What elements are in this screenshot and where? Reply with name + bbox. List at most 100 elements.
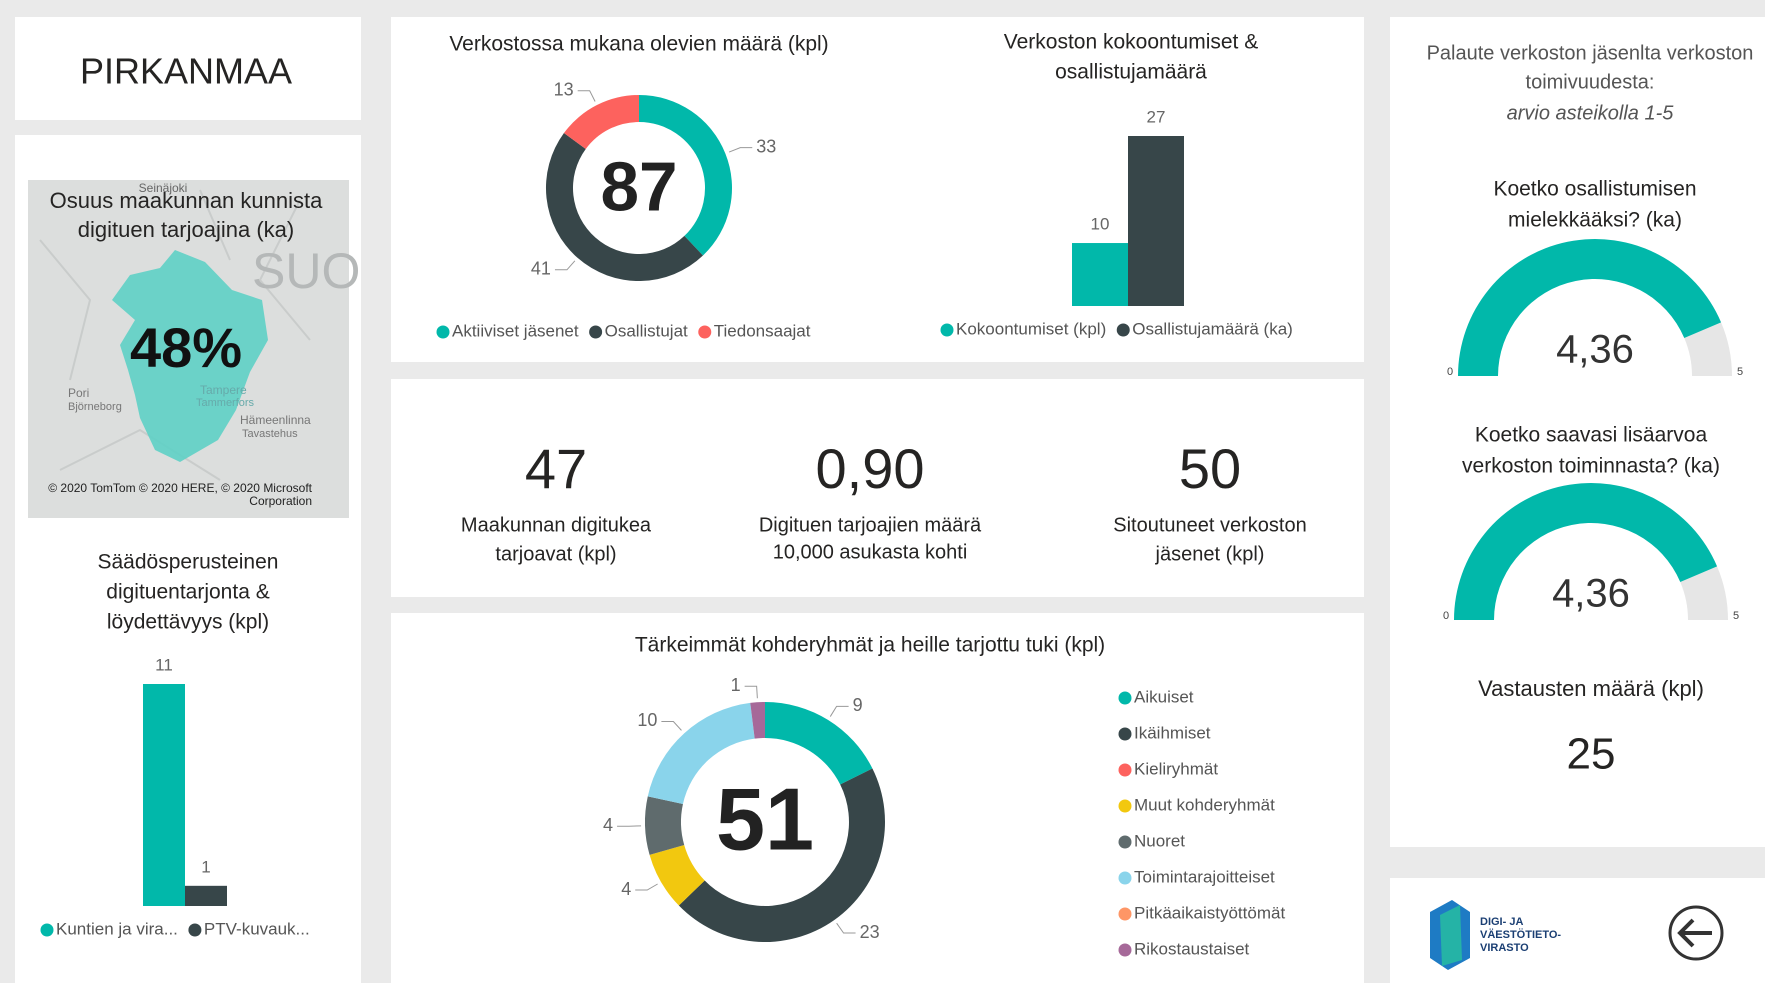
legend-label: Muut kohderyhmät <box>1134 795 1275 814</box>
chart-title: Koetko saavasi lisäarvoa <box>1475 424 1708 447</box>
data-label: 41 <box>531 259 551 279</box>
logo-text: VIRASTO <box>1480 942 1529 954</box>
legend-marker <box>1119 872 1132 885</box>
dashboard: PIRKANMAA Seinäjoki SUO Pori Björneborg … <box>0 0 1765 983</box>
bar <box>1128 136 1184 306</box>
kpi-value: 50 <box>1179 437 1241 500</box>
legend-marker <box>1117 324 1130 337</box>
legend-label: Kokoontumiset (kpl) <box>956 319 1106 338</box>
legend-marker <box>941 324 954 337</box>
legend-label: Ikäihmiset <box>1134 723 1211 742</box>
gauge-tick-label: 5 <box>1733 610 1739 622</box>
legend-label: Kieliryhmät <box>1134 759 1218 778</box>
kpi-label: 10,000 asukasta kohti <box>773 541 968 563</box>
kpi-value: 0,90 <box>816 437 925 500</box>
map-value: 48% <box>130 316 242 379</box>
map-title: digituen tarjoajina (ka) <box>78 217 294 242</box>
place-label: Tavastehus <box>242 428 298 440</box>
map-attribution: © 2020 TomTom © 2020 HERE, © 2020 Micros… <box>48 481 312 495</box>
data-label: 13 <box>554 80 574 100</box>
legend-marker <box>1119 836 1132 849</box>
place-label: Björneborg <box>68 401 122 413</box>
chart-title: Tärkeimmät kohderyhmät ja heille tarjott… <box>635 634 1105 657</box>
data-label: 1 <box>201 857 210 876</box>
data-label: 4 <box>621 879 631 899</box>
bar <box>143 684 185 906</box>
responses-value: 25 <box>1567 730 1616 779</box>
legend-marker <box>1119 692 1132 705</box>
legend-label: Kuntien ja vira... <box>56 919 178 938</box>
legend-label: Tiedonsaajat <box>714 321 811 340</box>
place-label: Tammerfors <box>196 397 255 409</box>
gauge-tick-label: 0 <box>1447 366 1453 378</box>
data-label: 1 <box>731 675 741 695</box>
legend-marker <box>698 326 711 339</box>
legend-marker <box>1119 800 1132 813</box>
data-label: 10 <box>637 710 657 730</box>
legend-label: PTV-kuvauk... <box>204 919 310 938</box>
legend-marker <box>589 326 602 339</box>
donut-segment <box>645 796 684 855</box>
kpi-label: tarjoavat (kpl) <box>495 543 616 565</box>
legend-label: Nuoret <box>1134 831 1185 850</box>
place-label: Tampere <box>200 383 247 397</box>
data-label: 4 <box>603 815 613 835</box>
chart-title: verkoston toiminnasta? (ka) <box>1462 455 1720 478</box>
logo-icon <box>1440 905 1462 966</box>
legend-marker <box>1119 908 1132 921</box>
place-label: SUO <box>252 243 360 299</box>
logo-text: DIGI- JA <box>1480 916 1523 928</box>
place-label: Pori <box>68 386 89 400</box>
gauge-tick-label: 0 <box>1443 610 1449 622</box>
data-label: 33 <box>756 136 776 156</box>
map: Seinäjoki SUO Pori Björneborg Tampere Ta… <box>28 180 360 518</box>
legend-marker <box>41 924 54 937</box>
chart-title: digituentarjonta & <box>106 581 269 604</box>
logo-text: VÄESTÖTIETO- <box>1480 928 1561 941</box>
chart-title: Koetko osallistumisen <box>1493 178 1696 201</box>
chart-title: mielekkääksi? (ka) <box>1508 209 1682 232</box>
gauge-value: 4,36 <box>1556 328 1634 372</box>
legend-label: Aktiiviset jäsenet <box>452 321 579 340</box>
data-label: 9 <box>853 695 863 715</box>
kpi-value: 47 <box>525 437 587 500</box>
bar <box>185 886 227 906</box>
feedback-title: Palaute verkoston jäsenlta verkoston <box>1427 42 1754 64</box>
chart-title: Verkoston kokoontumiset & <box>1004 31 1258 54</box>
gauge-tick-label: 5 <box>1737 366 1743 378</box>
kpi-label: Maakunnan digitukea <box>461 514 652 536</box>
legend-marker <box>1119 944 1132 957</box>
legend-label: Osallistujat <box>605 321 688 340</box>
kpi-label: jäsenet (kpl) <box>1155 543 1265 565</box>
data-label: 11 <box>155 655 173 674</box>
kpi-label: Sitoutuneet verkoston <box>1113 514 1306 536</box>
map-attribution: Corporation <box>249 494 312 508</box>
legend-label: Osallistujamäärä (ka) <box>1132 319 1293 338</box>
top-card <box>391 17 1364 362</box>
donut-total: 51 <box>716 769 814 868</box>
feedback-title: toimivuudesta: <box>1526 71 1655 93</box>
legend-marker <box>1119 728 1132 741</box>
legend-marker <box>437 326 450 339</box>
legend-marker <box>188 924 201 937</box>
place-label: Hämeenlinna <box>240 413 311 427</box>
chart-title: Säädösperusteinen <box>98 551 279 574</box>
donut-total: 87 <box>600 147 677 225</box>
legend-marker <box>1119 764 1132 777</box>
data-label: 27 <box>1147 107 1166 126</box>
legend-label: Pitkäaikaistyöttömät <box>1134 903 1285 922</box>
gauge-value: 4,36 <box>1552 572 1630 616</box>
data-label: 10 <box>1091 215 1110 234</box>
legend-label: Rikostaustaiset <box>1134 939 1250 958</box>
kpi-label: Digituen tarjoajien määrä <box>759 514 982 536</box>
chart-title: Verkostossa mukana olevien määrä (kpl) <box>449 33 828 56</box>
chart-title: löydettävyys (kpl) <box>107 611 269 634</box>
feedback-subtitle: arvio asteikolla 1-5 <box>1507 102 1675 124</box>
responses-label: Vastausten määrä (kpl) <box>1478 676 1704 701</box>
legend-label: Aikuiset <box>1134 687 1194 706</box>
bar <box>1072 243 1128 306</box>
page-title: PIRKANMAA <box>80 51 292 92</box>
map-title: Osuus maakunnan kunnista <box>50 188 323 213</box>
data-label: 23 <box>860 922 880 942</box>
legend-label: Toimintarajoitteiset <box>1134 867 1275 886</box>
